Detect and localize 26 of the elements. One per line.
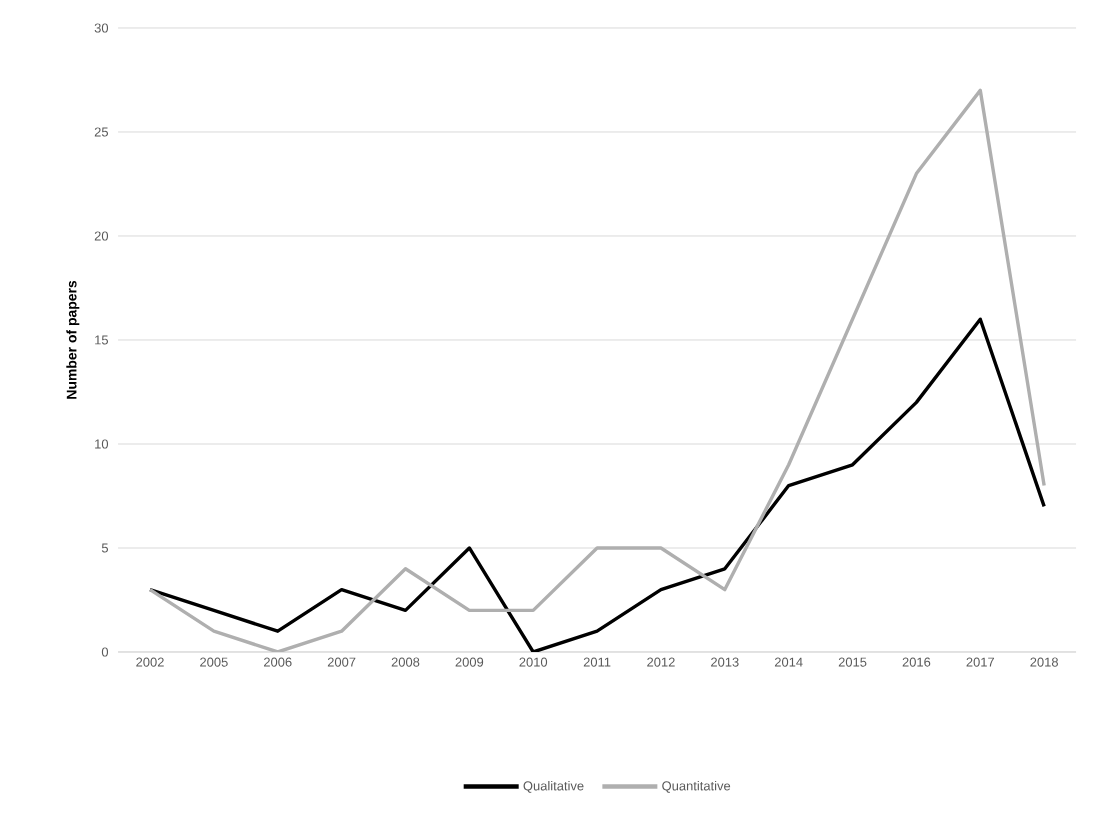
y-tick-label: 15 (95, 335, 109, 345)
x-tick-label: 2005 (200, 657, 228, 667)
x-tick-label: 2012 (647, 657, 675, 667)
x-tick-label: 2016 (902, 657, 931, 667)
x-tick-label: 2006 (263, 657, 292, 667)
x-tick-label: 2018 (1030, 657, 1058, 667)
x-tick-label: 2014 (774, 657, 803, 667)
x-tick-label: 2017 (966, 657, 995, 667)
line-series (148, 317, 1046, 652)
x-tick-label: 2008 (391, 657, 420, 667)
y-tick-label: 25 (94, 127, 109, 137)
legend-label: Qualitative (523, 780, 584, 793)
x-tick-label: 2007 (327, 657, 356, 667)
x-tick-label: 2010 (519, 657, 548, 667)
x-tick-label: 2002 (136, 657, 164, 667)
y-tick-label: 10 (95, 439, 109, 449)
x-tick-label: 2009 (455, 657, 484, 667)
x-tick-label: 2013 (711, 657, 739, 667)
y-axis-title: Number of papers (66, 280, 80, 399)
y-tick-label: 20 (94, 231, 109, 241)
y-tick-label: 5 (101, 543, 109, 553)
x-tick-label: 2015 (838, 657, 867, 667)
y-tick-label: 30 (94, 23, 109, 33)
x-tick-label: 2011 (583, 657, 611, 667)
y-tick-label: 0 (101, 647, 109, 657)
legend-label: Quantitative (662, 780, 731, 793)
